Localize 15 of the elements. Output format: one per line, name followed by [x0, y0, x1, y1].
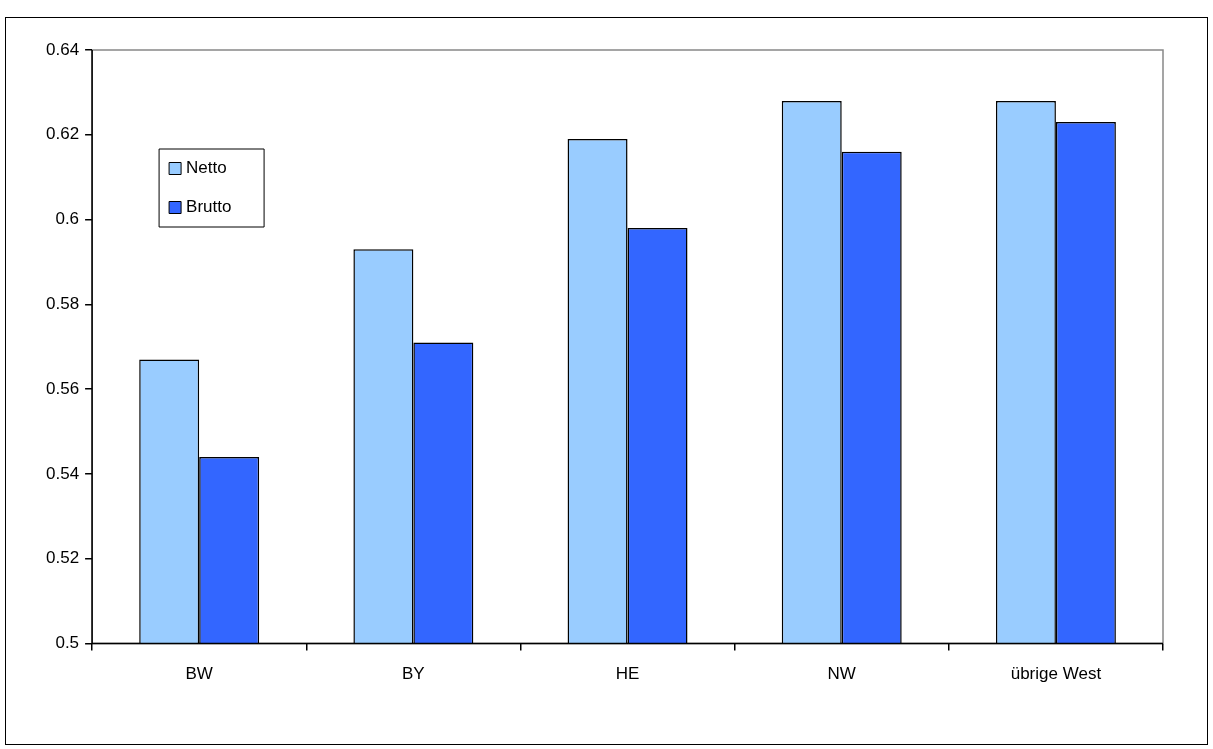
y-tick-label: 0.58: [45, 294, 80, 314]
y-tick-label: 0.6: [55, 209, 80, 229]
y-tick-label: 0.64: [45, 39, 80, 59]
y-tick-label: 0.5: [55, 633, 80, 653]
x-tick-label: NW: [827, 664, 856, 684]
y-tick-label: 0.62: [45, 124, 80, 144]
x-tick-label: BY: [402, 664, 425, 684]
x-tick-label: BW: [185, 664, 213, 684]
legend-label: Brutto: [186, 197, 232, 217]
y-tick-label: 0.54: [45, 463, 80, 483]
legend-label: Netto: [186, 158, 227, 178]
y-tick-label: 0.56: [45, 378, 80, 398]
y-tick-label: 0.52: [45, 548, 80, 568]
x-tick-label: übrige West: [1010, 664, 1102, 684]
x-tick-label: HE: [615, 664, 640, 684]
